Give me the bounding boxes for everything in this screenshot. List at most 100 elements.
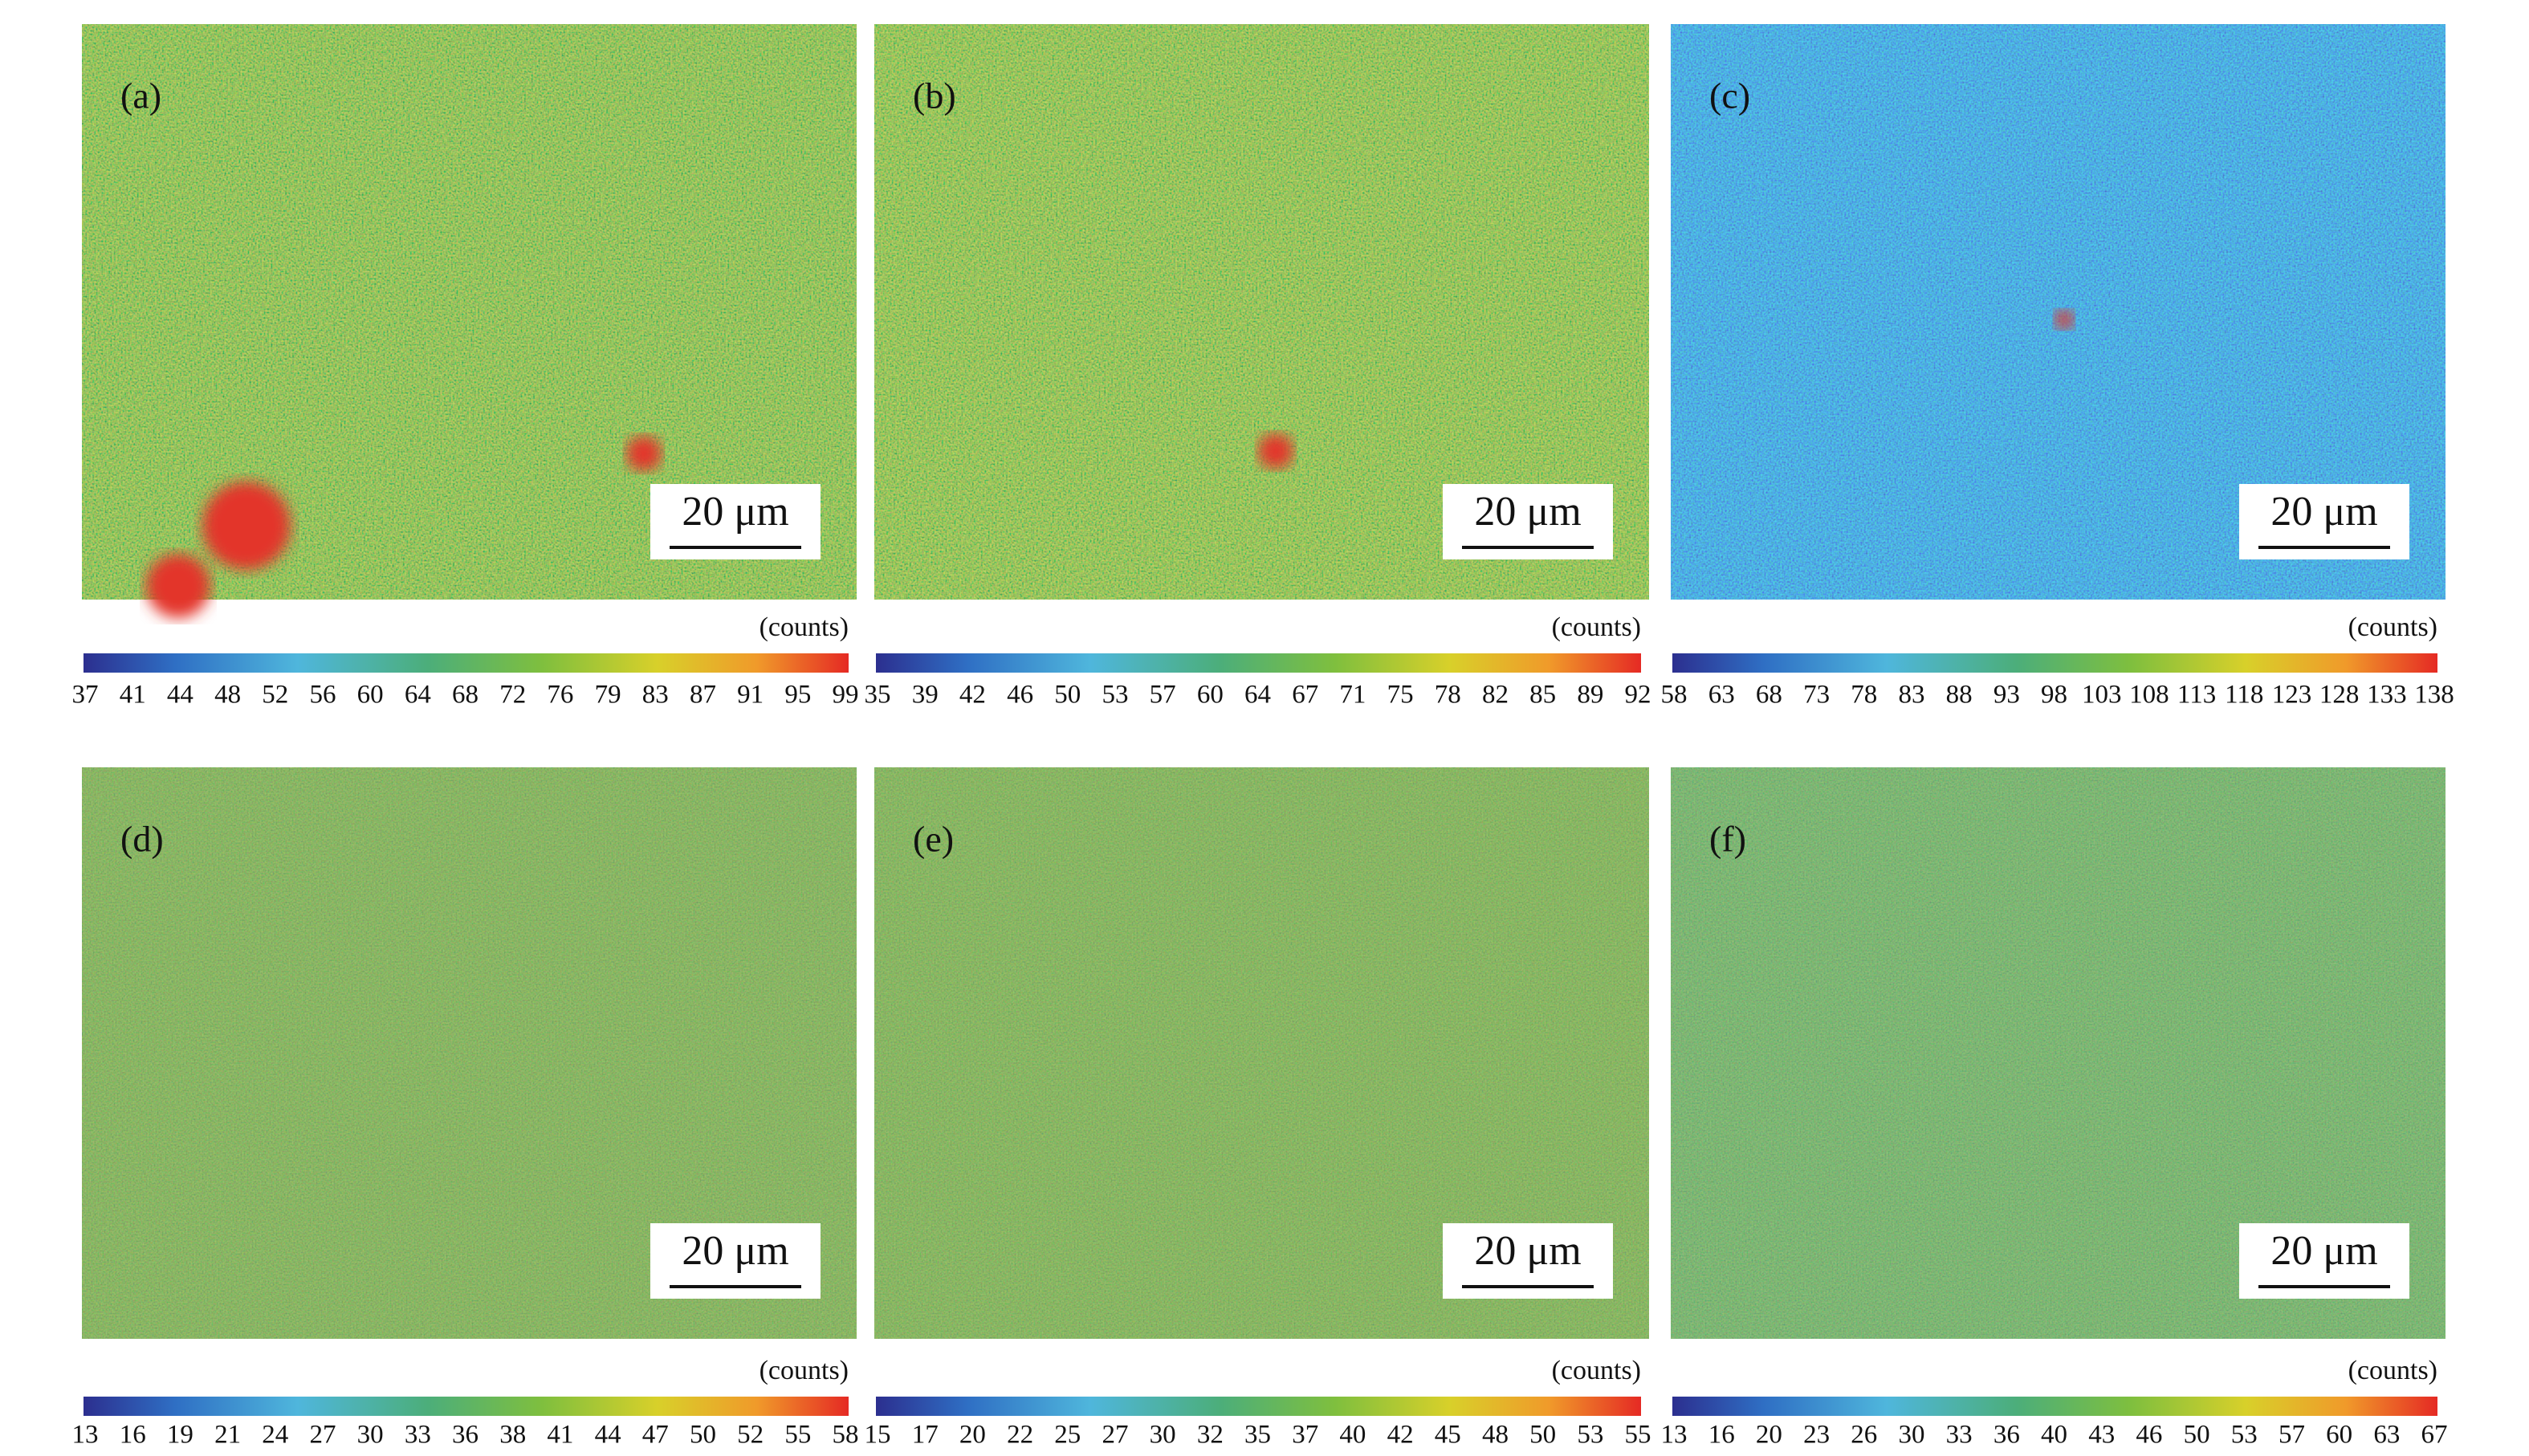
colorbar-tick-label: 32	[1197, 1421, 1224, 1450]
colorbar-tick-label: 78	[1851, 681, 1877, 710]
panel-label: (e)	[913, 819, 954, 860]
colorbar-tick-label: 21	[214, 1421, 241, 1450]
scale-bar-text: 20 μm	[1474, 489, 1581, 535]
colorbar-tick-label: 48	[214, 681, 241, 710]
colorbar-tick-label: 58	[1661, 681, 1688, 710]
colorbar-tick-label: 46	[1007, 681, 1033, 710]
colorbar-tick-label: 55	[784, 1421, 811, 1450]
colorbar-tick-label: 48	[1482, 1421, 1509, 1450]
colorbar-tick-label: 47	[642, 1421, 669, 1450]
colorbar-tick-label: 99	[833, 681, 859, 710]
colorbar-tick-label: 93	[1993, 681, 2020, 710]
unit-label: (counts)	[2348, 1356, 2437, 1385]
panel-label: (c)	[1709, 75, 1750, 116]
colorbar-tick-label: 44	[595, 1421, 621, 1450]
colorbar-tick-label: 35	[1244, 1421, 1271, 1450]
colorbar-tick-label: 88	[1946, 681, 1973, 710]
colorbar-tick-label: 39	[912, 681, 939, 710]
colorbar	[1672, 1397, 2437, 1416]
colorbar-tick-label: 83	[1898, 681, 1924, 710]
colorbar-tick-label: 72	[499, 681, 526, 710]
colorbar-tick-label: 44	[167, 681, 193, 710]
colorbar-tick-label: 53	[1577, 1421, 1603, 1450]
colorbar-tick-label: 25	[1054, 1421, 1081, 1450]
colorbar-tick-label: 91	[737, 681, 764, 710]
colorbar-tick-label: 36	[1993, 1421, 2020, 1450]
map-hotspot	[2055, 310, 2074, 329]
unit-label: (counts)	[1552, 612, 1641, 642]
colorbar-tick-label: 68	[1756, 681, 1782, 710]
colorbar	[1672, 653, 2437, 673]
scale-bar-text: 20 μm	[2270, 1228, 2377, 1274]
colorbar-tick-label: 43	[2088, 1421, 2115, 1450]
colorbar-tick-label: 79	[595, 681, 621, 710]
scale-bar-text: 20 μm	[2270, 489, 2377, 535]
colorbar-tick-label: 128	[2319, 681, 2360, 710]
colorbar-tick-label: 24	[262, 1421, 288, 1450]
unit-label: (counts)	[2348, 612, 2437, 642]
colorbar-tick-label: 20	[959, 1421, 986, 1450]
colorbar-tick-label: 42	[959, 681, 986, 710]
colorbar-tick-label: 50	[1529, 1421, 1556, 1450]
colorbar-tick-label: 55	[1625, 1421, 1651, 1450]
colorbar-tick-label: 67	[2421, 1421, 2448, 1450]
map-hotspot	[1258, 433, 1293, 469]
colorbar-tick-label: 15	[865, 1421, 891, 1450]
colorbar-tick-label: 40	[1339, 1421, 1366, 1450]
colorbar-tick-label: 63	[1708, 681, 1735, 710]
colorbar-tick-label: 16	[1708, 1421, 1735, 1450]
colorbar-tick-label: 50	[2184, 1421, 2210, 1450]
colorbar-tick-label: 118	[2225, 681, 2263, 710]
colorbar-tick-label: 50	[1054, 681, 1081, 710]
colorbar-tick-label: 19	[167, 1421, 193, 1450]
colorbar-tick-label: 36	[452, 1421, 479, 1450]
map-hotspot	[146, 554, 210, 618]
colorbar-tick-label: 22	[1007, 1421, 1033, 1450]
colorbar-tick-label: 68	[452, 681, 479, 710]
panel-label: (f)	[1709, 819, 1746, 860]
map-hotspot	[626, 436, 662, 471]
colorbar-tick-label: 95	[784, 681, 811, 710]
map-hotspot	[202, 482, 291, 570]
scale-bar-text: 20 μm	[682, 489, 788, 535]
panel-label: (d)	[120, 819, 164, 860]
colorbar-tick-label: 13	[1661, 1421, 1688, 1450]
colorbar-tick-label: 33	[405, 1421, 431, 1450]
colorbar-tick-label: 50	[690, 1421, 716, 1450]
colorbar-tick-label: 52	[737, 1421, 764, 1450]
colorbar-tick-label: 60	[2326, 1421, 2352, 1450]
colorbar-tick-label: 64	[1244, 681, 1271, 710]
colorbar-tick-label: 53	[2231, 1421, 2258, 1450]
colorbar-tick-label: 30	[1898, 1421, 1924, 1450]
colorbar-tick-label: 33	[1946, 1421, 1973, 1450]
unit-label: (counts)	[760, 1356, 849, 1385]
colorbar-tick-label: 56	[309, 681, 336, 710]
colorbar-tick-label: 67	[1292, 681, 1318, 710]
colorbar-tick-label: 63	[2373, 1421, 2400, 1450]
colorbar-tick-label: 17	[912, 1421, 939, 1450]
colorbar-tick-label: 38	[499, 1421, 526, 1450]
colorbar-tick-label: 60	[357, 681, 384, 710]
colorbar-tick-label: 82	[1482, 681, 1509, 710]
colorbar-tick-label: 64	[405, 681, 431, 710]
colorbar-tick-label: 52	[262, 681, 288, 710]
colorbar-tick-label: 41	[120, 681, 146, 710]
colorbar-tick-label: 85	[1529, 681, 1556, 710]
colorbar-tick-label: 57	[2279, 1421, 2305, 1450]
colorbar-tick-label: 27	[309, 1421, 336, 1450]
colorbar-tick-label: 133	[2367, 681, 2407, 710]
colorbar-tick-label: 20	[1756, 1421, 1782, 1450]
colorbar-tick-label: 45	[1435, 1421, 1461, 1450]
colorbar-tick-label: 23	[1803, 1421, 1830, 1450]
colorbar-tick-label: 103	[2082, 681, 2122, 710]
colorbar-tick-label: 30	[357, 1421, 384, 1450]
colorbar-tick-label: 58	[833, 1421, 859, 1450]
colorbar-tick-label: 138	[2414, 681, 2454, 710]
colorbar-tick-label: 75	[1387, 681, 1414, 710]
colorbar-tick-label: 92	[1625, 681, 1651, 710]
unit-label: (counts)	[760, 612, 849, 642]
colorbar-tick-label: 71	[1339, 681, 1366, 710]
colorbar-tick-label: 13	[72, 1421, 99, 1450]
colorbar-tick-label: 108	[2129, 681, 2169, 710]
